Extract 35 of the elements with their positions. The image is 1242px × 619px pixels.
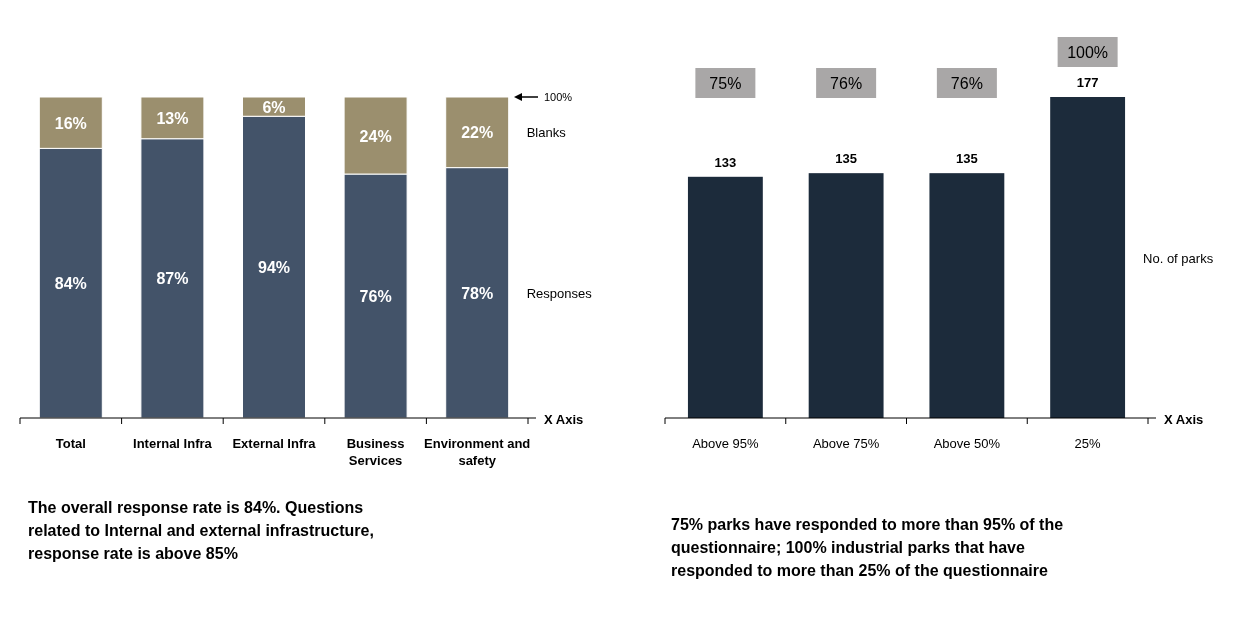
text: 100% <box>544 91 573 103</box>
text: The overall response rate is 84%. Questions related to Internal and external infrastructure, response rate is above 85% <box>28 499 374 562</box>
x-tick-label: Above 75% <box>812 436 880 451</box>
x-tick-label: 25% <box>1074 436 1102 451</box>
x-tick-label: Total <box>55 436 86 451</box>
data-label: 177 <box>1076 75 1099 90</box>
text: 100% <box>1067 44 1109 61</box>
x-tick-label: External Infra <box>232 436 317 451</box>
data-label: 13% <box>156 109 189 127</box>
data-label: 135 <box>835 151 857 167</box>
data-label: 84% <box>54 275 87 293</box>
x-tick-label: Environment and safety <box>424 436 531 468</box>
series-label: No. of parks <box>1143 250 1214 266</box>
text: 75% <box>709 75 742 92</box>
data-label: 16% <box>54 114 87 132</box>
data-label: 94% <box>257 259 291 277</box>
x-tick-label: Above 95% <box>692 436 760 451</box>
x-axis-title: X Axis <box>1164 412 1204 427</box>
x-tick-label: Business Services <box>346 436 405 468</box>
data-label: 6% <box>262 98 286 116</box>
text: 75% parks have responded to more than 95% of the questionnaire; 100% industrial parks that have responded to more than 25% of the questionnaire <box>671 516 1064 579</box>
data-label: 133 <box>714 154 737 170</box>
data-label: 135 <box>956 151 978 167</box>
text: 76% <box>950 75 983 92</box>
series-label: Responses <box>526 285 593 301</box>
data-label: 76% <box>359 288 392 306</box>
data-label: 87% <box>156 270 189 288</box>
text: 76% <box>830 75 863 92</box>
data-label: 22% <box>461 124 494 142</box>
series-label: Blanks <box>526 125 567 141</box>
x-tick-label: Internal Infra <box>133 436 213 451</box>
data-label: 78% <box>461 284 494 302</box>
data-label: 24% <box>359 127 392 145</box>
x-axis-title: X Axis <box>544 412 584 427</box>
x-tick-label: Above 50% <box>933 436 1001 451</box>
